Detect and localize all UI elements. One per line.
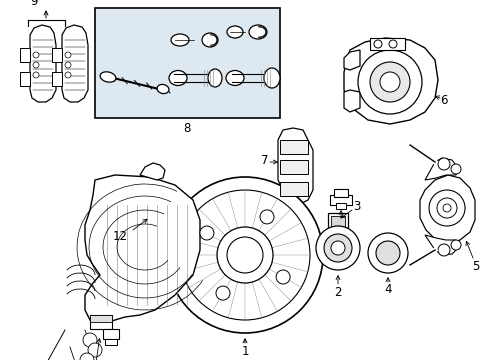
Bar xyxy=(330,216,345,230)
Bar xyxy=(95,8,280,118)
Circle shape xyxy=(200,226,213,240)
Circle shape xyxy=(33,62,39,68)
Ellipse shape xyxy=(264,68,280,88)
Polygon shape xyxy=(343,90,359,112)
Polygon shape xyxy=(140,163,164,180)
Bar xyxy=(329,195,351,205)
Circle shape xyxy=(83,333,97,347)
Bar xyxy=(327,213,347,233)
Bar xyxy=(335,203,346,209)
Circle shape xyxy=(65,52,71,58)
Polygon shape xyxy=(424,235,457,255)
Circle shape xyxy=(450,240,460,250)
Circle shape xyxy=(33,72,39,78)
Circle shape xyxy=(33,52,39,58)
Text: 1: 1 xyxy=(241,345,248,358)
Circle shape xyxy=(428,190,464,226)
Circle shape xyxy=(450,164,460,174)
Circle shape xyxy=(217,227,272,283)
Ellipse shape xyxy=(225,71,244,85)
Circle shape xyxy=(437,244,449,256)
Text: 10: 10 xyxy=(333,220,348,233)
Polygon shape xyxy=(419,175,474,244)
Ellipse shape xyxy=(171,34,189,46)
Ellipse shape xyxy=(202,33,218,47)
Text: 3: 3 xyxy=(352,199,360,212)
Bar xyxy=(280,182,307,196)
Bar xyxy=(90,315,112,322)
Circle shape xyxy=(324,234,351,262)
Ellipse shape xyxy=(248,25,266,39)
Bar xyxy=(369,38,404,50)
Circle shape xyxy=(388,40,396,48)
Circle shape xyxy=(379,72,399,92)
Ellipse shape xyxy=(226,26,243,38)
Circle shape xyxy=(367,233,407,273)
Circle shape xyxy=(216,286,229,300)
Polygon shape xyxy=(343,50,359,70)
Circle shape xyxy=(260,210,273,224)
Polygon shape xyxy=(30,25,56,102)
Text: 8: 8 xyxy=(183,122,190,135)
Bar xyxy=(90,315,112,329)
Polygon shape xyxy=(424,158,457,180)
Ellipse shape xyxy=(207,69,222,87)
Bar xyxy=(105,339,117,345)
Bar xyxy=(280,160,307,174)
Bar xyxy=(333,189,347,197)
Circle shape xyxy=(226,237,263,273)
Circle shape xyxy=(436,198,456,218)
Bar xyxy=(52,48,62,62)
Circle shape xyxy=(330,241,345,255)
Ellipse shape xyxy=(157,84,168,94)
Circle shape xyxy=(65,72,71,78)
Polygon shape xyxy=(62,25,88,102)
Text: 9: 9 xyxy=(30,0,38,8)
Text: 6: 6 xyxy=(439,94,447,107)
Text: 5: 5 xyxy=(471,260,479,273)
Text: 2: 2 xyxy=(334,286,341,299)
Circle shape xyxy=(369,62,409,102)
Circle shape xyxy=(437,158,449,170)
Polygon shape xyxy=(278,128,312,205)
Circle shape xyxy=(357,50,421,114)
Bar xyxy=(52,72,62,86)
Text: 4: 4 xyxy=(384,283,391,296)
Polygon shape xyxy=(85,175,200,327)
Circle shape xyxy=(180,190,309,320)
Circle shape xyxy=(375,241,399,265)
Circle shape xyxy=(373,40,381,48)
Ellipse shape xyxy=(169,71,186,85)
Circle shape xyxy=(88,343,102,357)
Circle shape xyxy=(167,177,323,333)
Circle shape xyxy=(315,226,359,270)
Bar xyxy=(20,72,30,86)
Text: 7: 7 xyxy=(260,153,267,166)
Bar xyxy=(20,48,30,62)
Polygon shape xyxy=(343,38,437,124)
Ellipse shape xyxy=(100,72,116,82)
Circle shape xyxy=(276,270,289,284)
Bar xyxy=(280,140,307,154)
Circle shape xyxy=(80,353,94,360)
Circle shape xyxy=(442,204,450,212)
Bar xyxy=(103,329,119,339)
Circle shape xyxy=(65,62,71,68)
Text: 12: 12 xyxy=(112,230,127,243)
